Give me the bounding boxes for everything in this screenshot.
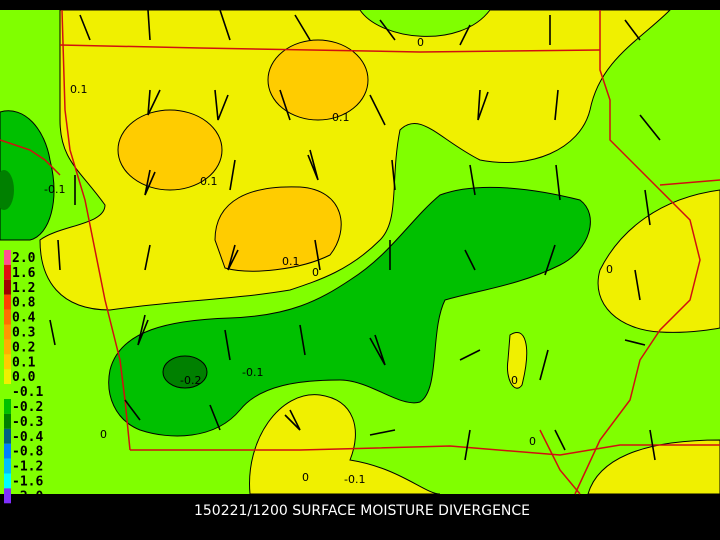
- legend-swatch: [4, 413, 11, 429]
- legend-swatch: [4, 324, 11, 340]
- legend-swatch: [4, 399, 11, 414]
- legend-label: 0.1: [12, 355, 36, 370]
- contour-label: 0.1: [200, 175, 218, 188]
- contour-label: -0.2: [180, 374, 201, 387]
- legend-swatch: [4, 264, 11, 280]
- field-yellow: [506, 332, 528, 389]
- contour-labels: 0 0.1 0.1 -0.1 0.1 0.1 0 0 -0.2 -0.1 0 0…: [44, 36, 613, 486]
- contour-label: 0: [606, 263, 613, 276]
- legend-label: 0.4: [12, 311, 36, 326]
- legend-label: -1.2: [12, 460, 43, 475]
- field-orange: [267, 39, 369, 121]
- field-dark-green: [108, 186, 591, 437]
- legend-label: -0.4: [12, 430, 43, 445]
- legend-swatch: [4, 309, 11, 325]
- legend-swatch: [4, 369, 11, 385]
- legend-swatch: [4, 339, 11, 355]
- contour-label: 0: [100, 428, 107, 441]
- legend-swatch: [4, 488, 11, 504]
- legend-swatch: [4, 443, 11, 459]
- contour-label: 0: [312, 266, 319, 279]
- legend-label: 0.3: [12, 325, 35, 340]
- legend-swatch: [4, 384, 11, 399]
- color-legend: 2.01.61.20.80.40.30.20.10.0-0.1-0.2-0.3-…: [4, 250, 43, 504]
- field-yellow: [249, 394, 441, 495]
- legend-swatch: [4, 294, 11, 310]
- legend-label: 0.0: [12, 370, 36, 385]
- legend-label: -0.8: [12, 445, 43, 460]
- legend-swatch: [4, 250, 11, 265]
- legend-label: 1.6: [12, 266, 36, 281]
- contour-label: -0.1: [44, 183, 65, 196]
- legend-label: 0.2: [12, 340, 35, 355]
- legend-swatch: [4, 354, 11, 370]
- field-darker-green: [162, 355, 208, 389]
- legend-label: -2.0: [12, 489, 43, 504]
- contour-label: 0.1: [282, 255, 300, 268]
- legend-swatch: [4, 473, 11, 489]
- legend-label: -1.6: [12, 474, 43, 489]
- field-darker-green: [0, 170, 14, 210]
- legend-swatch: [4, 279, 11, 295]
- contour-label: 0: [511, 374, 518, 387]
- legend-label: -0.2: [12, 400, 43, 415]
- legend-swatch: [4, 428, 11, 444]
- field-dark-green: [0, 110, 55, 241]
- field-orange: [214, 186, 342, 272]
- legend-label: -0.3: [12, 415, 43, 430]
- wind-barbs: [49, 9, 661, 461]
- contour-label: 0: [302, 471, 309, 484]
- field-yellow: [597, 189, 720, 333]
- legend-label: 2.0: [12, 251, 36, 266]
- legend-label: 1.2: [12, 281, 35, 296]
- state-borders: [0, 9, 720, 495]
- legend-swatch: [4, 458, 11, 474]
- contour-label: -0.1: [242, 366, 263, 379]
- field-yellow: [39, 9, 672, 311]
- contour-label: 0: [529, 435, 536, 448]
- contour-label: -0.1: [344, 473, 365, 486]
- footer-title: 150221/1200 SURFACE MOISTURE DIVERGENCE: [194, 503, 530, 519]
- legend-label: 0.8: [12, 296, 36, 311]
- contour-label: 0.1: [70, 83, 88, 96]
- contour-label: 0.1: [332, 111, 350, 124]
- contour-label: 0: [417, 36, 424, 49]
- legend-label: -0.1: [12, 385, 43, 400]
- map-field: [0, 9, 720, 495]
- field-orange: [117, 109, 223, 191]
